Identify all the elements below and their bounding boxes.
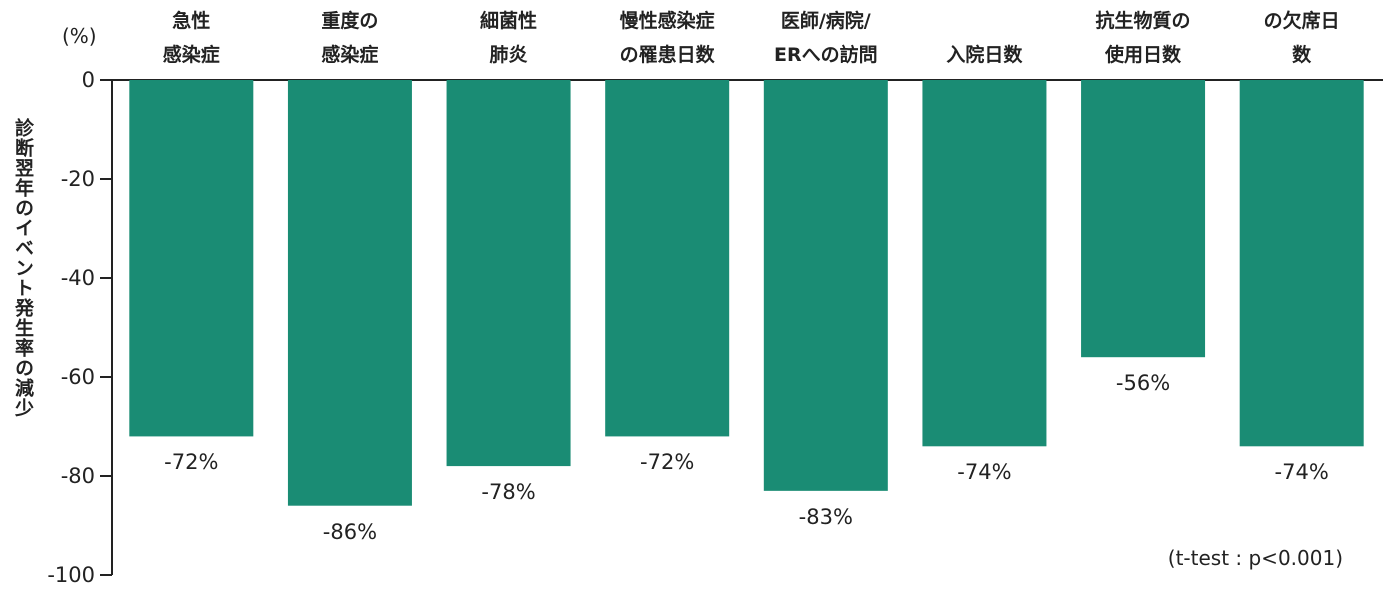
x-tick-label: 学校/仕事 の欠席日数 [1263, 10, 1340, 66]
x-tick-label: 重度の 感染症 [321, 10, 379, 66]
y-tick-label: -20 [60, 167, 95, 191]
y-tick-label: 0 [81, 68, 95, 92]
x-tick-label: 抗生物質の 使用日数 [1095, 10, 1191, 66]
value-label: -74% [1274, 460, 1329, 485]
y-tick-label: -40 [60, 266, 95, 290]
bar [922, 80, 1047, 447]
bar [446, 80, 571, 467]
x-tick-label: 急性 感染症 [162, 10, 220, 66]
x-tick-label: 慢性感染症 の罹患日数 [619, 10, 715, 66]
bar [763, 80, 888, 491]
x-tick-label: 細菌性 肺炎 [480, 10, 538, 66]
y-tick-label: -100 [47, 563, 95, 587]
bar [605, 80, 730, 437]
y-tick-label: -80 [60, 464, 95, 488]
value-label: -56% [1115, 371, 1171, 396]
x-tick-label: 医師/病院/ ERへの訪問 [774, 10, 878, 66]
y-axis-title: 診断翌年のイベント発生率の減少 [12, 118, 34, 418]
value-label: -83% [798, 504, 853, 529]
value-label: -86% [322, 519, 378, 544]
bar [287, 80, 412, 506]
value-label: -72% [164, 450, 219, 475]
annotation: (t-test : p<0.001) [1167, 546, 1343, 570]
y-tick-label: -60 [60, 365, 95, 389]
value-label: -72% [640, 450, 695, 475]
bar [129, 80, 254, 437]
bar [1081, 80, 1206, 358]
value-label: -78% [481, 480, 536, 505]
bar [1239, 80, 1364, 447]
unit-label: (%) [62, 24, 97, 48]
value-label: -74% [957, 460, 1012, 485]
x-tick-label: 入院日数 [946, 44, 1023, 66]
